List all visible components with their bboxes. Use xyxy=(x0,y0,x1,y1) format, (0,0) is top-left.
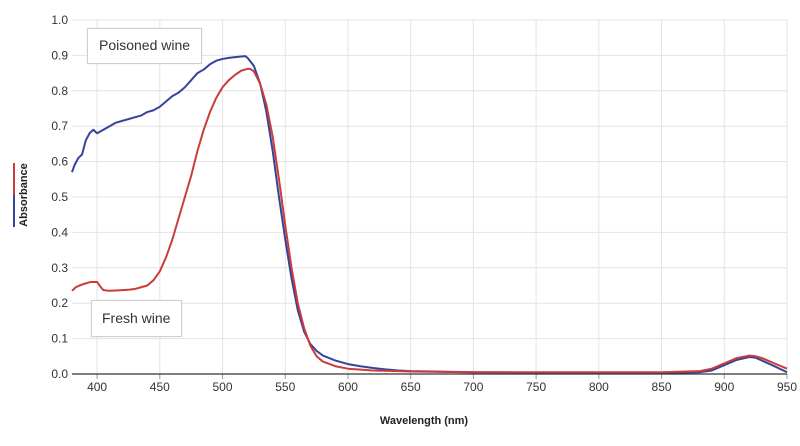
x-tick-label: 900 xyxy=(714,380,734,394)
y-axis-title: Absorbance xyxy=(18,163,30,227)
y-tick-label: 0.1 xyxy=(51,332,68,346)
x-tick-label: 500 xyxy=(213,380,233,394)
x-tick-label: 450 xyxy=(150,380,170,394)
y-axis-title-group: Absorbance xyxy=(13,163,30,227)
y-tick-label: 0.3 xyxy=(51,261,68,275)
x-tick-label: 850 xyxy=(652,380,672,394)
y-tick-label: 0.7 xyxy=(51,119,68,133)
x-axis-title: Wavelength (nm) xyxy=(380,415,469,427)
x-tick-label: 950 xyxy=(777,380,797,394)
tick-labels: 0.0 0.1 0.2 0.3 0.4 0.5 0.6 0.7 0.8 0.9 1.0 400 450 5… xyxy=(51,13,797,394)
y-tick-label: 1.0 xyxy=(51,13,68,27)
legend-poisoned-wine: Poisoned wine xyxy=(87,28,202,64)
y-tick-label: 0.5 xyxy=(51,190,68,204)
y-tick-label: 0.9 xyxy=(51,48,68,62)
grid xyxy=(72,19,788,374)
x-tick-label: 400 xyxy=(87,380,107,394)
series-lines xyxy=(71,55,788,374)
legend-fresh-wine: Fresh wine xyxy=(91,300,182,337)
x-tick-label: 700 xyxy=(463,380,483,394)
y-tick-label: 0.6 xyxy=(51,155,68,169)
legend-fresh-wine-label: Fresh wine xyxy=(102,310,171,326)
x-tick-label: 600 xyxy=(338,380,358,394)
y-tick-label: 0.4 xyxy=(51,225,68,239)
x-tick-label: 550 xyxy=(275,380,295,394)
x-tick-label: 750 xyxy=(526,380,546,394)
y-tick-label: 0.2 xyxy=(51,296,68,310)
axes xyxy=(72,373,788,379)
x-tick-label: 650 xyxy=(401,380,421,394)
x-tick-label: 800 xyxy=(589,380,609,394)
y-tick-label: 0.0 xyxy=(51,367,68,381)
legend-poisoned-wine-label: Poisoned wine xyxy=(99,37,191,53)
series-line-fresh-wine xyxy=(71,67,788,374)
y-tick-label: 0.8 xyxy=(51,84,68,98)
